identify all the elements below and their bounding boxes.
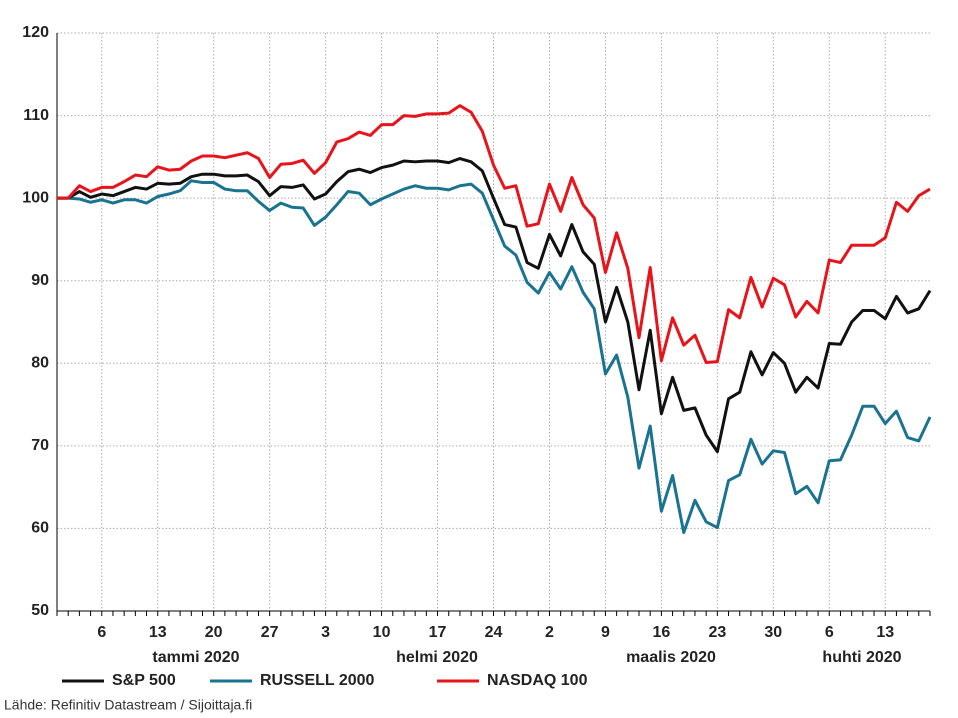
series-line	[57, 157, 932, 454]
y-tick-label: 120	[22, 24, 49, 41]
legend-label: RUSSELL 2000	[260, 672, 375, 689]
month-label: tammi 2020	[152, 649, 239, 666]
x-tick-label: 10	[373, 624, 391, 641]
month-label: maalis 2020	[626, 649, 716, 666]
x-tick-label: 23	[708, 624, 726, 641]
x-tick-label: 13	[876, 624, 894, 641]
y-tick-label: 60	[31, 520, 49, 537]
x-tick-label: 9	[601, 624, 610, 641]
x-tick-label: 30	[764, 624, 782, 641]
source: Lähde: Refinitiv Datastream / Sijoittaja…	[4, 697, 252, 713]
y-tick-label: 110	[23, 107, 49, 124]
y-tick-label: 80	[31, 355, 49, 372]
x-tick-label: 6	[825, 624, 834, 641]
legend-label: NASDAQ 100	[487, 672, 588, 689]
x-tick-label: 6	[97, 624, 106, 641]
y-tick-label: 50	[31, 602, 49, 619]
legend-label: S&P 500	[112, 672, 176, 689]
y-tick-label: 90	[31, 272, 49, 289]
x-tick-label: 3	[321, 624, 330, 641]
month-label: huhti 2020	[822, 649, 901, 666]
x-tick-label: 17	[429, 624, 447, 641]
y-tick-label: 70	[31, 437, 49, 454]
x-tick-label: 13	[149, 624, 167, 641]
series-line	[57, 104, 931, 364]
x-tick-label: 16	[652, 624, 670, 641]
month-label: helmi 2020	[396, 649, 478, 666]
y-tick-label: 100	[22, 189, 49, 206]
x-tick-label: 20	[205, 624, 223, 641]
x-tick-label: 2	[545, 624, 554, 641]
series-line	[57, 179, 932, 535]
x-tick-label: 27	[261, 624, 279, 641]
x-tick-label: 24	[485, 624, 503, 641]
